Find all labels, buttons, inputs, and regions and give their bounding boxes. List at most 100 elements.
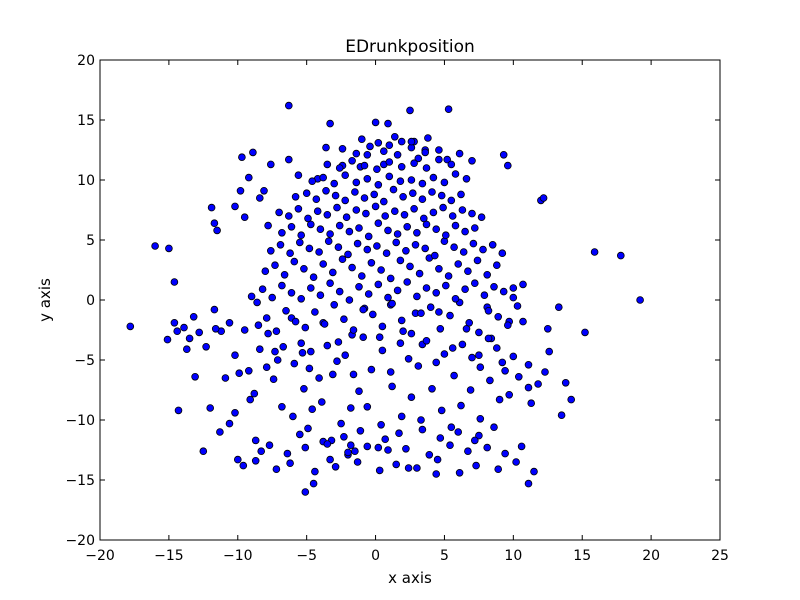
data-point <box>386 368 395 376</box>
data-point <box>351 447 359 456</box>
data-point <box>317 398 326 406</box>
data-point <box>399 193 407 201</box>
data-point <box>473 256 482 265</box>
data-point <box>513 302 522 310</box>
data-point <box>319 173 328 182</box>
data-point <box>499 151 508 159</box>
data-point <box>545 347 553 356</box>
x-tick-label: −10 <box>223 548 253 564</box>
x-axis-label: x axis <box>388 569 432 587</box>
data-point <box>262 314 271 322</box>
data-point <box>338 255 347 264</box>
data-point <box>319 260 328 268</box>
data-point <box>450 371 458 380</box>
data-point <box>396 339 405 348</box>
data-point <box>457 401 465 410</box>
data-point <box>468 353 476 362</box>
data-point <box>315 374 323 382</box>
data-point <box>466 386 475 394</box>
data-point <box>444 272 453 280</box>
data-point <box>480 291 489 300</box>
data-point <box>436 324 445 333</box>
data-point <box>341 351 350 360</box>
data-point <box>414 362 423 370</box>
data-point <box>468 209 476 218</box>
data-point <box>386 274 395 283</box>
chart-title: EDrunkposition <box>345 37 475 57</box>
data-point <box>359 305 368 314</box>
data-point <box>323 341 332 350</box>
data-point <box>397 316 406 325</box>
data-point <box>349 370 358 379</box>
data-point <box>407 137 416 146</box>
data-point <box>404 354 413 363</box>
data-point <box>539 194 548 202</box>
data-point <box>404 464 413 472</box>
data-point <box>441 231 450 240</box>
data-point <box>494 465 503 474</box>
data-point <box>253 298 261 307</box>
data-point <box>417 416 425 424</box>
x-tick-label: −5 <box>296 548 317 564</box>
data-point <box>170 318 179 327</box>
data-point <box>379 147 388 156</box>
data-point <box>407 329 416 338</box>
data-point <box>249 148 257 157</box>
data-point <box>421 148 430 157</box>
data-point <box>231 202 239 211</box>
data-point <box>419 214 428 223</box>
data-point <box>458 206 467 214</box>
data-point <box>337 419 345 428</box>
data-point <box>377 266 385 274</box>
data-point <box>353 458 362 466</box>
data-point <box>499 287 508 296</box>
data-point <box>312 195 321 204</box>
data-point <box>435 264 443 273</box>
data-point <box>439 203 447 212</box>
data-point <box>275 208 283 217</box>
data-point <box>501 366 509 375</box>
data-point <box>446 441 454 450</box>
data-point <box>421 244 430 253</box>
data-point <box>239 461 248 470</box>
data-point <box>247 292 256 301</box>
data-point <box>590 248 599 256</box>
data-point <box>211 324 220 333</box>
data-point <box>461 285 469 294</box>
data-point <box>340 315 348 324</box>
y-tick-label: −15 <box>65 473 95 489</box>
data-point <box>284 155 293 164</box>
data-point <box>373 165 381 174</box>
data-point <box>280 270 289 279</box>
data-point <box>191 372 199 381</box>
data-point <box>305 244 314 253</box>
y-tick-label: 10 <box>77 173 95 189</box>
data-point <box>443 155 452 164</box>
data-point <box>468 157 476 165</box>
data-point <box>437 406 446 415</box>
data-point <box>353 239 362 248</box>
data-point <box>393 286 402 295</box>
data-point <box>338 145 347 153</box>
data-point <box>362 209 370 218</box>
data-point <box>388 299 396 308</box>
data-point <box>323 440 332 448</box>
data-point <box>245 366 253 375</box>
data-point <box>382 249 391 258</box>
data-point <box>581 328 589 337</box>
data-point <box>557 411 566 420</box>
data-point <box>393 230 402 238</box>
data-point <box>414 154 423 163</box>
data-point <box>413 229 421 237</box>
data-point <box>295 238 304 247</box>
y-tick-label: −20 <box>65 533 95 549</box>
data-point <box>282 306 290 315</box>
data-point <box>302 189 311 198</box>
data-point <box>441 281 450 290</box>
data-point <box>447 160 456 169</box>
data-point <box>306 220 315 229</box>
data-point <box>375 333 384 342</box>
data-point <box>459 248 468 256</box>
data-point <box>450 243 458 252</box>
data-point <box>345 227 354 236</box>
